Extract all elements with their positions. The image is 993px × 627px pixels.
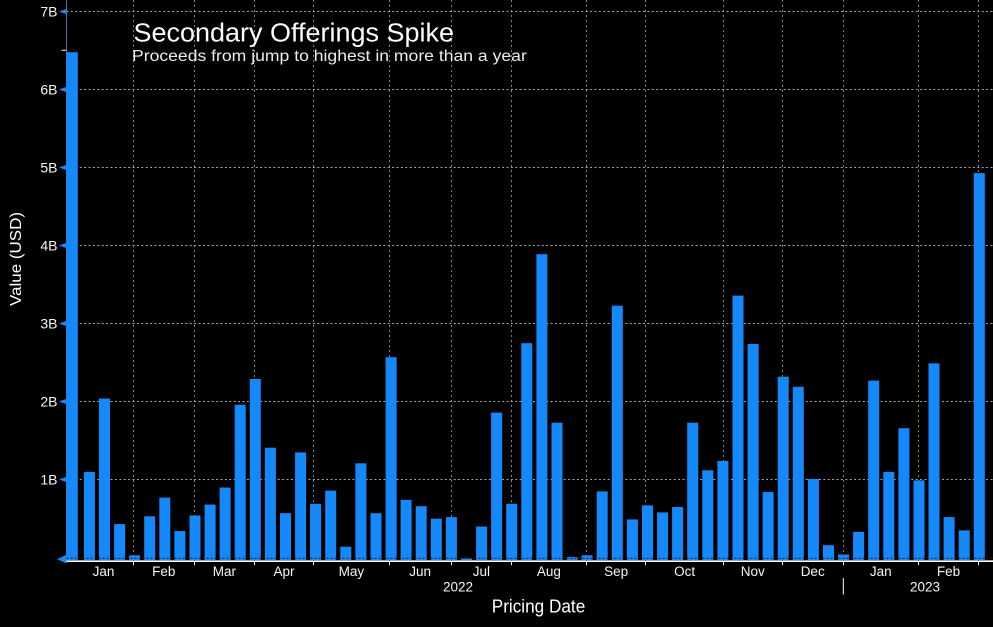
svg-text:1B: 1B xyxy=(40,472,57,488)
svg-text:Proceeds from jump to highest: Proceeds from jump to highest in more th… xyxy=(132,48,527,65)
svg-text:Jan: Jan xyxy=(870,564,892,579)
svg-text:4B: 4B xyxy=(40,238,57,254)
svg-text:Apr: Apr xyxy=(273,564,295,579)
svg-text:Feb: Feb xyxy=(152,564,175,579)
svg-text:Jun: Jun xyxy=(409,564,431,579)
svg-text:2023: 2023 xyxy=(910,580,940,595)
svg-text:3B: 3B xyxy=(40,316,57,332)
svg-text:7B: 7B xyxy=(40,4,57,20)
svg-text:Feb: Feb xyxy=(937,564,960,579)
svg-text:Oct: Oct xyxy=(674,564,695,579)
svg-text:6B: 6B xyxy=(40,82,57,98)
svg-text:Dec: Dec xyxy=(801,564,825,579)
svg-text:5B: 5B xyxy=(40,160,57,176)
svg-text:2B: 2B xyxy=(40,394,57,410)
svg-text:Value (USD): Value (USD) xyxy=(8,212,25,306)
svg-text:Sep: Sep xyxy=(604,564,628,579)
svg-text:Nov: Nov xyxy=(741,564,765,579)
svg-text:Jul: Jul xyxy=(473,564,490,579)
svg-text:May: May xyxy=(339,564,365,579)
svg-text:Pricing Date: Pricing Date xyxy=(492,596,586,616)
svg-text:Mar: Mar xyxy=(213,564,237,579)
svg-text:2022: 2022 xyxy=(443,580,473,595)
svg-text:Secondary Offerings Spike: Secondary Offerings Spike xyxy=(134,19,455,47)
svg-text:Jan: Jan xyxy=(93,564,115,579)
svg-text:Aug: Aug xyxy=(537,564,561,579)
